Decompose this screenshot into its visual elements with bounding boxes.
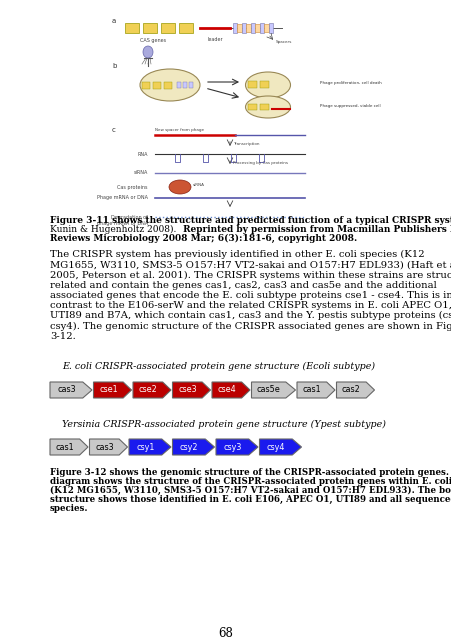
Text: E. coli CRISPR-associated protein gene structure (Ecoli subtype): E. coli CRISPR-associated protein gene s…: [62, 362, 374, 371]
Polygon shape: [89, 439, 127, 455]
Bar: [143, 23, 156, 33]
Polygon shape: [251, 382, 295, 398]
Text: leader: leader: [207, 37, 222, 42]
Polygon shape: [172, 382, 210, 398]
Bar: [259, 23, 263, 33]
Bar: [164, 82, 172, 89]
Bar: [259, 81, 268, 88]
Text: cse2: cse2: [138, 385, 157, 394]
Text: Reprinted by permission from Macmillan Publishers Ltd: Nature: Reprinted by permission from Macmillan P…: [179, 225, 451, 234]
Text: Transcription: Transcription: [232, 142, 259, 146]
Text: cas3: cas3: [95, 442, 113, 451]
Bar: [125, 23, 139, 33]
Bar: [245, 24, 250, 32]
Text: cas2: cas2: [341, 385, 360, 394]
Text: Figure 3-12 shows the genomic structure of the CRISPR-associated protein genes. : Figure 3-12 shows the genomic structure …: [50, 468, 451, 477]
Text: species.: species.: [50, 504, 88, 513]
Text: csy3: csy3: [223, 442, 241, 451]
Text: Yersinia CRISPR-associated protein gene structure (Ypest subtype): Yersinia CRISPR-associated protein gene …: [62, 420, 385, 429]
Text: The CRISPR system has previously identified in other E. coli species (K12: The CRISPR system has previously identif…: [50, 250, 423, 259]
Text: Figure 3-11 shows the structure and predicted function of a typical CRISPR syste: Figure 3-11 shows the structure and pred…: [50, 216, 451, 225]
Ellipse shape: [245, 72, 290, 98]
Bar: [189, 82, 193, 88]
Text: Cas proteins: Cas proteins: [117, 184, 147, 189]
Polygon shape: [336, 382, 374, 398]
Text: New spacer from phage: New spacer from phage: [155, 128, 203, 132]
Polygon shape: [129, 439, 170, 455]
Text: (K12 MG1655, W3110, SMS3-5 O157:H7 VT2-sakai and O157:H7 EDL933). The bottom: (K12 MG1655, W3110, SMS3-5 O157:H7 VT2-s…: [50, 486, 451, 495]
Bar: [120, 8, 334, 208]
Text: structure shows those identified in E. coli E106, APEC O1, UTI89 and all sequenc: structure shows those identified in E. c…: [50, 495, 451, 504]
Text: a: a: [112, 18, 116, 24]
Text: cas3: cas3: [57, 385, 75, 394]
Text: Reviews Microbiology 2008 Mar; 6(3):181-6, copyright 2008.: Reviews Microbiology 2008 Mar; 6(3):181-…: [50, 234, 356, 243]
Text: cas5e: cas5e: [256, 385, 280, 394]
Text: RNA: RNA: [137, 152, 147, 157]
Text: 2005, Peterson et al. 2001). The CRISPR systems within these strains are structu: 2005, Peterson et al. 2001). The CRISPR …: [50, 270, 451, 280]
Text: Spacers: Spacers: [276, 40, 292, 44]
Bar: [268, 23, 272, 33]
Text: associated genes that encode the E. coli subtype proteins cse1 - cse4. This is i: associated genes that encode the E. coli…: [50, 291, 451, 300]
Bar: [152, 82, 161, 89]
Text: c: c: [112, 127, 115, 133]
Text: related and contain the genes cas1, cas2, cas3 and cas5e and the additional: related and contain the genes cas1, cas2…: [50, 280, 436, 289]
Polygon shape: [296, 382, 334, 398]
Ellipse shape: [169, 180, 191, 194]
Text: csy2: csy2: [179, 442, 198, 451]
Text: csy4). The genomic structure of the CRISPR associated genes are shown in Figure: csy4). The genomic structure of the CRIS…: [50, 321, 451, 330]
Text: phage mRNA or DNA: phage mRNA or DNA: [97, 221, 147, 227]
Bar: [161, 23, 175, 33]
Bar: [259, 104, 268, 110]
Polygon shape: [259, 439, 301, 455]
Bar: [250, 23, 254, 33]
Ellipse shape: [140, 69, 199, 101]
Bar: [254, 24, 259, 32]
Text: 3-12.: 3-12.: [50, 332, 76, 340]
Text: UTI89 and B7A, which contain cas1, cas3 and the Y. pestis subtype proteins (csy1: UTI89 and B7A, which contain cas1, cas3 …: [50, 311, 451, 321]
Bar: [142, 82, 150, 89]
Text: cas1: cas1: [55, 442, 74, 451]
Bar: [236, 24, 241, 32]
Polygon shape: [172, 439, 214, 455]
Text: siRNA: siRNA: [133, 170, 147, 175]
Text: cse1: cse1: [99, 385, 117, 394]
Text: Phage proliferation, cell death: Phage proliferation, cell death: [319, 81, 381, 85]
Polygon shape: [93, 382, 131, 398]
Text: csy1: csy1: [136, 442, 154, 451]
Text: MG1655, W3110, SMS3-5 O157:H7 VT2-sakai and O157:H7 EDL933) (Haft et al.: MG1655, W3110, SMS3-5 O157:H7 VT2-sakai …: [50, 260, 451, 269]
Polygon shape: [50, 439, 88, 455]
Text: cse4: cse4: [217, 385, 235, 394]
Text: CAS genes: CAS genes: [140, 38, 166, 43]
Polygon shape: [50, 382, 92, 398]
Bar: [263, 24, 268, 32]
Bar: [183, 82, 187, 88]
Bar: [232, 23, 236, 33]
Bar: [179, 23, 193, 33]
Bar: [241, 23, 245, 33]
Text: Degradation of: Degradation of: [111, 214, 147, 220]
Text: cse3: cse3: [178, 385, 196, 394]
Polygon shape: [133, 382, 170, 398]
Text: siRNA: siRNA: [193, 183, 205, 187]
Text: csy4: csy4: [266, 442, 285, 451]
Text: contrast to the E106-serW and the related CRISPR systems in E. coli APEC O1,: contrast to the E106-serW and the relate…: [50, 301, 451, 310]
Text: diagram shows the structure of the CRISPR-associated protein genes within E. col: diagram shows the structure of the CRISP…: [50, 477, 451, 486]
Text: Phage suppressed, viable cell: Phage suppressed, viable cell: [319, 104, 380, 108]
Text: Processing by Cas proteins: Processing by Cas proteins: [232, 161, 287, 165]
Text: Phage mRNA or DNA: Phage mRNA or DNA: [97, 195, 147, 200]
Text: 68: 68: [218, 627, 233, 640]
Text: Kunin & Hugenholtz 2008).: Kunin & Hugenholtz 2008).: [50, 225, 176, 234]
Ellipse shape: [245, 96, 290, 118]
Polygon shape: [216, 439, 258, 455]
Bar: [248, 104, 257, 110]
Polygon shape: [212, 382, 249, 398]
Bar: [248, 81, 257, 88]
Text: b: b: [112, 63, 116, 69]
Text: cas1: cas1: [302, 385, 320, 394]
Bar: [177, 82, 180, 88]
Ellipse shape: [143, 46, 152, 58]
